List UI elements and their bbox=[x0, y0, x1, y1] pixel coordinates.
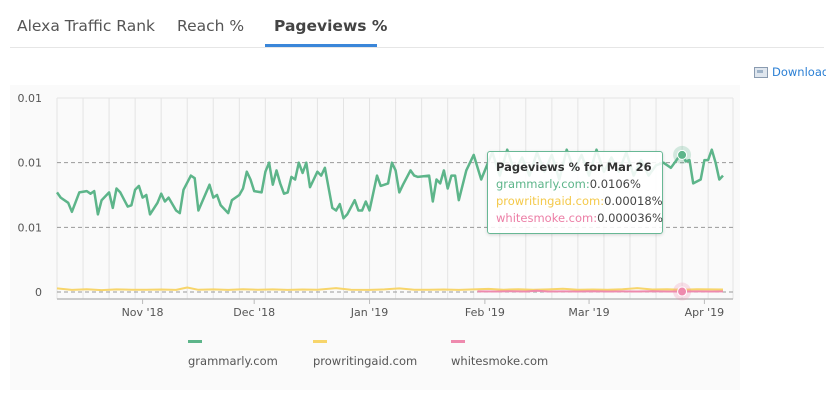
tab-reach[interactable]: Reach % bbox=[177, 17, 245, 35]
tooltip-value: 0.0106% bbox=[589, 177, 641, 191]
tooltip-site: prowritingaid.com: bbox=[496, 194, 605, 208]
tab-pageviews[interactable]: Pageviews % bbox=[274, 17, 388, 35]
y-tick-label: 0.01 bbox=[18, 157, 43, 170]
download-link[interactable]: Download bbox=[754, 65, 826, 79]
chart-panel bbox=[10, 85, 740, 390]
x-tick-label: Nov '18 bbox=[122, 306, 164, 319]
legend-label: grammarly.com bbox=[188, 354, 278, 368]
legend-item-prowritingaid[interactable]: prowritingaid.com bbox=[313, 340, 417, 368]
legend-item-grammarly[interactable]: grammarly.com bbox=[188, 340, 278, 368]
legend-swatch bbox=[451, 340, 465, 343]
legend-label: prowritingaid.com bbox=[313, 354, 418, 368]
x-tick-label: Dec '18 bbox=[233, 306, 275, 319]
series-line-prowritingaid-com bbox=[56, 286, 724, 292]
tooltip-site: grammarly.com: bbox=[496, 177, 590, 191]
legend-swatch bbox=[188, 340, 202, 343]
y-tick-label: 0 bbox=[35, 286, 42, 299]
tooltip-value: 0.000036% bbox=[597, 211, 663, 225]
highlight-point bbox=[677, 149, 688, 160]
legend-label: whitesmoke.com bbox=[451, 354, 549, 368]
x-tick-label: Feb '19 bbox=[465, 306, 505, 319]
chart-tabs: Alexa Traffic Rank Reach % Pageviews % bbox=[10, 0, 824, 48]
active-tab-indicator bbox=[265, 44, 377, 47]
chart-tooltip: Pageviews % for Mar 26 grammarly.com:0.0… bbox=[487, 151, 663, 234]
tooltip-row-grammarly: grammarly.com:0.0106% bbox=[496, 176, 662, 193]
x-tick-label: Apr '19 bbox=[685, 306, 725, 319]
download-label: Download bbox=[772, 65, 826, 79]
tab-alexa-traffic-rank[interactable]: Alexa Traffic Rank bbox=[17, 17, 155, 35]
tooltip-row-prowritingaid: prowritingaid.com:0.00018% bbox=[496, 193, 663, 210]
legend-swatch bbox=[313, 340, 327, 343]
image-icon bbox=[754, 66, 768, 78]
x-tick-label: Mar '19 bbox=[568, 306, 609, 319]
x-tick-label: Jan '19 bbox=[350, 306, 388, 319]
tooltip-row-whitesmoke: whitesmoke.com:0.000036% bbox=[496, 210, 663, 227]
y-tick-label: 0.01 bbox=[18, 92, 43, 105]
legend-item-whitesmoke[interactable]: whitesmoke.com bbox=[451, 340, 548, 368]
y-tick-label: 0.01 bbox=[18, 221, 43, 234]
highlight-point bbox=[677, 286, 688, 297]
tooltip-title: Pageviews % for Mar 26 bbox=[496, 160, 652, 174]
tooltip-site: whitesmoke.com: bbox=[496, 211, 598, 225]
tooltip-value: 0.00018% bbox=[604, 194, 663, 208]
